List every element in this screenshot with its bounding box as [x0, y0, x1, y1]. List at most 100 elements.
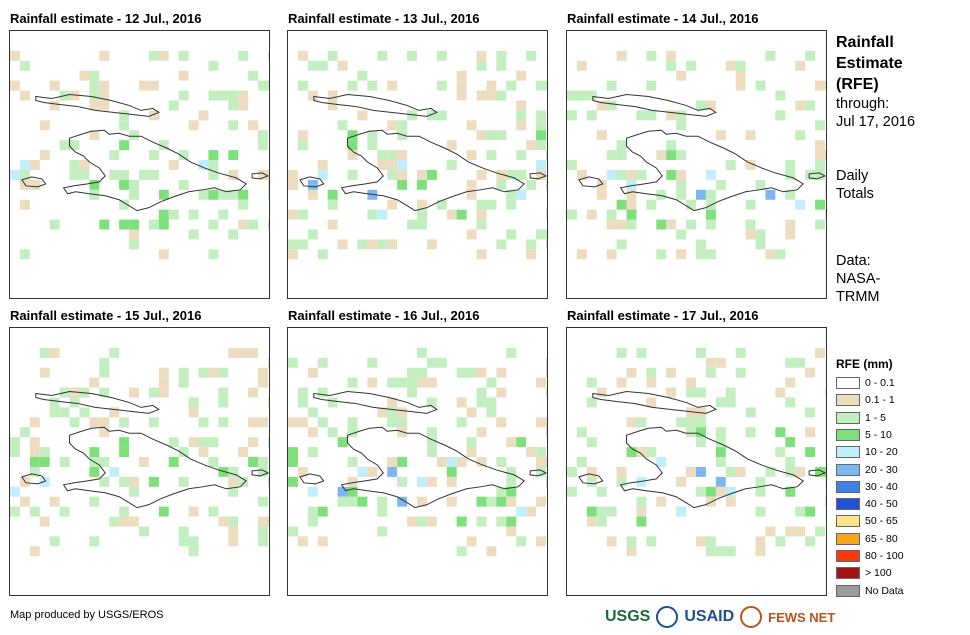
rainfall-pixel: [188, 120, 199, 131]
rainfall-pixel: [735, 80, 746, 91]
rainfall-pixel: [646, 80, 657, 91]
rainfall-pixel: [456, 457, 467, 467]
rainfall-pixel: [188, 546, 199, 557]
rainfall-pixel: [636, 110, 647, 121]
rainfall-pixel: [805, 50, 816, 61]
rainfall-pixel: [486, 150, 497, 161]
rainfall-pixel: [158, 50, 169, 61]
legend-item: 0 - 0.1: [836, 376, 895, 390]
map-panel-17-jul: [566, 327, 827, 596]
rainfall-pixel: [337, 437, 348, 448]
rainfall-pixel: [69, 169, 80, 180]
rainfall-pixel: [436, 110, 447, 121]
rainfall-pixel: [139, 457, 149, 467]
rainfall-pixel: [466, 150, 477, 161]
rainfall-pixel: [387, 80, 398, 91]
rainfall-pixel: [178, 377, 189, 388]
rainfall-pixel: [825, 80, 826, 91]
rainfall-pixel: [606, 209, 617, 220]
rainfall-pixel: [238, 50, 249, 61]
rainfall-pixel: [616, 347, 627, 358]
rainfall-pixel: [218, 209, 229, 220]
rainfall-pixel: [446, 160, 457, 170]
legend-item: No Data: [836, 584, 904, 598]
rainfall-pixel: [666, 219, 677, 230]
rainfall-pixel: [268, 50, 269, 61]
rainfall-pixel: [19, 169, 30, 180]
rainfall-pixel: [456, 80, 467, 91]
rainfall-pixel: [715, 457, 726, 467]
rainfall-pixel: [476, 387, 487, 398]
rainfall-pixel: [696, 417, 706, 428]
rainfall-pixel: [327, 427, 338, 438]
rainfall-pixel: [646, 110, 657, 121]
rainfall-pixel: [288, 417, 298, 428]
rainfall-pixel: [516, 536, 527, 547]
panel-title-13-jul: Rainfall estimate - 13 Jul., 2016: [288, 11, 480, 26]
rainfall-pixel: [198, 447, 209, 458]
rainfall-pixel: [417, 219, 427, 230]
rainfall-pixel: [765, 50, 776, 61]
rainfall-pixel: [129, 130, 140, 141]
rainfall-pixel: [228, 100, 239, 111]
rainfall-pixel: [357, 70, 368, 81]
rainfall-pixel: [327, 90, 338, 101]
rainfall-pixel: [546, 367, 547, 378]
rainfall-pixel: [626, 209, 637, 220]
rainfall-pixel: [129, 179, 140, 190]
rainfall-pixel: [29, 457, 40, 467]
rainfall-pixel: [546, 457, 547, 467]
legend-label: 40 - 50: [865, 498, 898, 511]
rainfall-pixel: [825, 189, 826, 200]
rainfall-pixel: [228, 169, 239, 180]
rainfall-pixel: [307, 90, 318, 101]
rainfall-pixel: [407, 219, 418, 230]
rainfall-pixel: [188, 536, 199, 547]
rainfall-pixel: [69, 140, 80, 151]
rainfall-pixel: [825, 476, 826, 487]
rainfall-pixel: [218, 516, 229, 527]
rainfall-pixel: [119, 516, 130, 527]
rainfall-pixel: [825, 387, 826, 398]
rainfall-pixel: [29, 466, 40, 477]
rainfall-pixel: [307, 189, 318, 200]
rainfall-pixel: [119, 476, 130, 487]
rainfall-pixel: [10, 506, 20, 517]
rainfall-pixel: [148, 150, 159, 161]
rainfall-pixel: [567, 160, 577, 170]
rainfall-pixel: [496, 457, 507, 467]
rainfall-pixel: [347, 476, 358, 487]
rainfall-pixel: [148, 169, 159, 180]
rainfall-pixel: [476, 90, 487, 101]
rainfall-pixel: [129, 516, 140, 527]
rainfall-pixel: [705, 536, 716, 547]
rainfall-pixel: [39, 367, 50, 378]
rainfall-pixel: [387, 466, 398, 477]
rainfall-pixel: [178, 476, 189, 487]
rainfall-pixel: [596, 506, 607, 517]
rainfall-pixel: [268, 516, 269, 527]
rainfall-pixel: [208, 189, 219, 200]
rainfall-pixel: [178, 447, 189, 458]
rainfall-pixel: [715, 447, 726, 458]
side-info: Rainfall Estimate (RFE) through: Jul 17,…: [836, 32, 915, 131]
rainfall-pixel: [636, 447, 647, 458]
rainfall-pixel: [705, 169, 716, 180]
rainfall-pixel: [795, 60, 806, 71]
rainfall-pixel: [178, 179, 189, 190]
rainfall-pixel: [825, 150, 826, 161]
rainfall-pixel: [785, 457, 796, 467]
hispaniola-outline: [619, 426, 804, 509]
rainfall-pixel: [29, 546, 40, 557]
rainfall-pixel: [119, 110, 130, 121]
rainfall-pixel: [258, 140, 269, 151]
rainfall-pixel: [536, 466, 547, 477]
rainfall-pixel: [516, 120, 527, 131]
rainfall-pixel: [29, 437, 40, 448]
rainfall-pixel: [178, 526, 189, 537]
rainfall-pixel: [586, 476, 597, 487]
rainfall-pixel: [546, 476, 547, 487]
rainfall-pixel: [407, 110, 418, 121]
hispaniola-outline: [619, 129, 804, 212]
rainfall-pixel: [546, 239, 547, 250]
